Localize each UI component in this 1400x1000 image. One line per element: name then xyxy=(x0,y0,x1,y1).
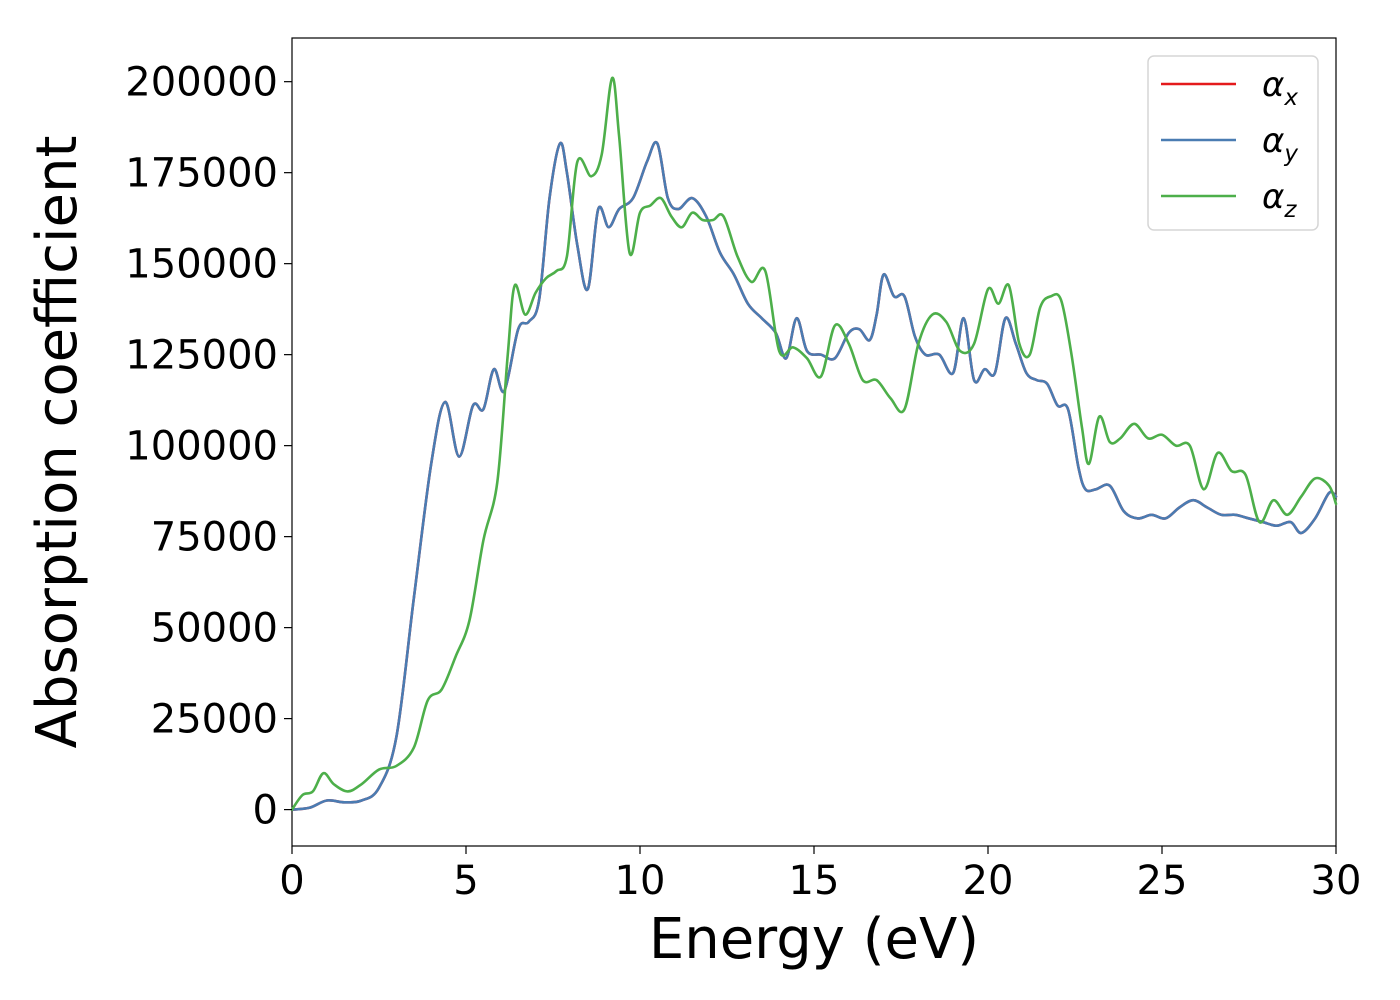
x-tick-label: 20 xyxy=(963,858,1014,904)
x-tick-label: 10 xyxy=(615,858,666,904)
series-layer xyxy=(290,76,1338,811)
x-tick-label: 30 xyxy=(1311,858,1362,904)
legend-symbol: α xyxy=(1262,121,1284,161)
legend-subscript: x xyxy=(1283,85,1298,111)
legend-subscript: z xyxy=(1283,197,1297,223)
x-tick-label: 0 xyxy=(279,858,304,904)
y-tick-label: 25000 xyxy=(151,697,278,743)
y-tick-label: 75000 xyxy=(151,515,278,561)
y-tick-label: 125000 xyxy=(125,333,278,379)
x-axis-title: Energy (eV) xyxy=(649,907,979,972)
legend-label-z: αz xyxy=(1262,177,1297,223)
y-axis-ticks: 0 25000 50000 75000 100000 125000 150000 175000… xyxy=(125,60,292,834)
legend-label-y: αy xyxy=(1262,121,1298,167)
series-line-x xyxy=(290,140,1338,811)
legend-symbol: α xyxy=(1262,177,1284,217)
x-axis-ticks: 0 5 10 15 20 25 30 xyxy=(279,846,1361,904)
legend-box xyxy=(1147,55,1319,231)
legend-symbol: α xyxy=(1262,65,1284,105)
x-tick-label: 25 xyxy=(1137,858,1188,904)
series-line-z xyxy=(290,76,1338,811)
x-tick-label: 5 xyxy=(453,858,478,904)
y-tick-label: 50000 xyxy=(151,606,278,652)
legend-label-x: αx xyxy=(1262,65,1298,111)
y-tick-label: 100000 xyxy=(125,424,278,470)
legend-subscript: y xyxy=(1283,141,1298,167)
y-tick-label: 175000 xyxy=(125,151,278,197)
series-line-y xyxy=(290,140,1338,811)
x-tick-label: 15 xyxy=(789,858,840,904)
y-tick-label: 150000 xyxy=(125,242,278,288)
y-tick-label: 0 xyxy=(253,788,278,834)
y-axis-title: Absorption coefficient xyxy=(25,136,90,749)
y-tick-label: 200000 xyxy=(125,60,278,106)
